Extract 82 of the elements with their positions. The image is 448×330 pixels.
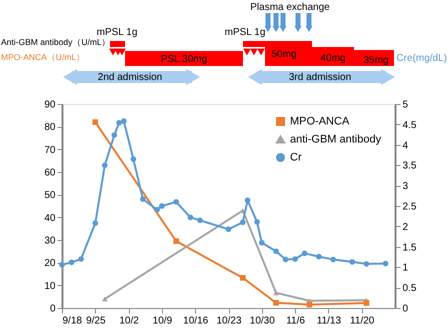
point [273, 248, 279, 254]
text: Anti-GBM antibody（U/mL） [1, 37, 111, 47]
point [282, 256, 288, 262]
x-tick-label: 10/30 [250, 316, 276, 326]
point [364, 261, 370, 267]
text: Plasma exchange [250, 2, 330, 13]
y2-tick-label: 1 [402, 262, 408, 274]
y-tick-label: 40 [44, 212, 56, 224]
point [102, 162, 108, 168]
point [364, 300, 370, 306]
point [92, 119, 98, 125]
y2-tick-label: 3 [402, 181, 408, 192]
point [154, 206, 160, 212]
point [302, 250, 308, 256]
point [240, 220, 246, 226]
text: MPO-ANCA（U/mL） [1, 52, 86, 62]
y-tick-label: 50 [44, 190, 56, 202]
text: 3rd admission [288, 72, 352, 83]
y-tick-label: 70 [44, 144, 56, 156]
y-tick-label: 90 [44, 100, 56, 110]
y2-tick-label: 3.5 [402, 160, 417, 172]
x-tick-label: 9/25 [86, 316, 106, 326]
x-tick-label: 10/9 [152, 316, 173, 326]
text: PSL 30mg [160, 54, 208, 65]
x-tick-label: 10/16 [183, 316, 209, 326]
x-tick-label: 11/13 [316, 316, 342, 326]
legend-label: anti-GBM antibody [290, 134, 382, 146]
point [159, 203, 165, 209]
y2-axis-title: Cre(mg/dL) [396, 53, 447, 64]
point [102, 296, 108, 302]
y2-tick-label: 2.5 [402, 202, 417, 212]
point [258, 240, 265, 246]
y-tick-label: 20 [44, 258, 56, 270]
point [382, 260, 388, 266]
y2-tick-label: 0.5 [402, 283, 417, 294]
point [116, 120, 122, 126]
text: mPSL 1g [224, 27, 266, 38]
point [240, 275, 246, 281]
point [273, 300, 279, 306]
x-tick-label: 10/2 [119, 316, 140, 326]
y2-tick-label: 0 [402, 304, 408, 314]
point [197, 217, 203, 224]
text: 40mg [320, 53, 346, 64]
y-tick-label: 30 [44, 236, 56, 246]
point [59, 262, 65, 268]
point [78, 256, 84, 262]
point [121, 118, 127, 124]
point [330, 256, 336, 262]
point [188, 214, 194, 220]
y2-tick-label: 4 [402, 140, 408, 152]
point [254, 219, 260, 225]
y2-tick-label: 5 [402, 100, 408, 110]
x-tick-label: 9/18 [62, 316, 82, 326]
point [112, 132, 118, 138]
y2-tick-label: 2 [402, 222, 408, 233]
point [68, 259, 74, 266]
y2-tick-label: 4.5 [402, 120, 417, 131]
y2-tick-label: 1.5 [402, 242, 417, 254]
text: 2nd admission [98, 72, 162, 83]
point [273, 290, 279, 296]
y-tick-label: 60 [44, 168, 56, 178]
legend-label: MPO-ANCA [290, 116, 350, 128]
point [173, 238, 179, 244]
point [306, 302, 312, 308]
point [140, 196, 146, 202]
text: 35mg [363, 55, 389, 66]
point [316, 254, 322, 260]
point [226, 226, 232, 232]
x-tick-label: 11/6 [286, 316, 306, 326]
x-tick-label: 10/23 [216, 316, 242, 326]
text: mPSL 1g [96, 27, 138, 38]
y-tick-label: 0 [50, 304, 56, 314]
text: 50mg [271, 49, 297, 60]
y-tick-label: 80 [44, 122, 56, 134]
point [130, 156, 136, 162]
point [173, 199, 179, 205]
point [292, 256, 298, 262]
y-tick-label: 10 [44, 280, 56, 292]
x-tick-label: 11/20 [350, 316, 375, 326]
legend-label: Cr [290, 152, 302, 164]
point [92, 220, 98, 226]
point [349, 259, 356, 265]
